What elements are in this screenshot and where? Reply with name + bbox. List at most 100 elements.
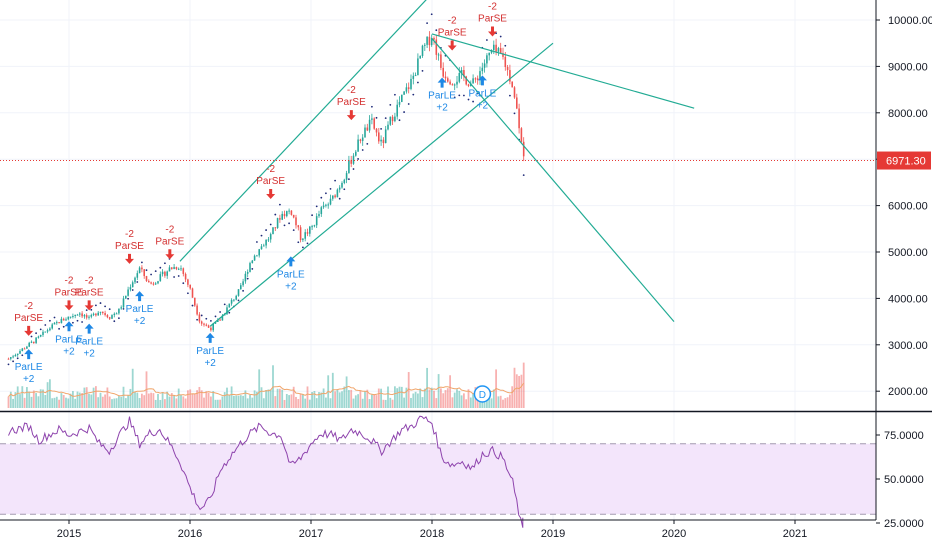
sar-dot (196, 318, 199, 321)
volume-bar (479, 399, 481, 408)
trendline-0 (179, 0, 427, 262)
candle-body (253, 255, 256, 261)
candle-body (520, 128, 523, 142)
volume-bar (83, 387, 86, 408)
candle-body (299, 227, 302, 241)
volume-bar (239, 395, 242, 408)
candle-body (378, 132, 380, 142)
candle-body (435, 39, 438, 55)
candle-body (235, 295, 237, 300)
volume-bar (281, 389, 284, 408)
volume-bar (9, 391, 12, 408)
sar-dot (311, 214, 313, 217)
time-tick-label-0: 2015 (57, 528, 81, 540)
candle-body (42, 331, 44, 335)
candle-body (242, 281, 244, 286)
volume-bar (285, 393, 288, 408)
volume-bar (380, 388, 382, 408)
sar-dot (398, 119, 401, 122)
volume-bar (72, 391, 74, 408)
volume-bar (357, 394, 359, 408)
buy-signal-qty: +2 (63, 346, 75, 357)
buy-arrow-icon (205, 332, 215, 343)
sar-dot (39, 328, 42, 331)
sar-dot (292, 229, 295, 232)
candle-body (10, 357, 12, 359)
sar-dot (205, 317, 208, 320)
volume-bar (440, 388, 442, 408)
sar-dot (463, 94, 465, 97)
candle-body (263, 245, 265, 247)
buy-arrow-icon (437, 77, 447, 88)
sell-signal-label: ParSE (256, 176, 285, 187)
volume-bar (32, 390, 35, 408)
buy-signal-qty: +2 (477, 100, 489, 111)
candle-body (511, 81, 513, 88)
candle-body (161, 271, 164, 275)
sar-dot (113, 320, 116, 323)
candle-body (334, 195, 336, 198)
candle-body (483, 63, 486, 68)
volume-bar (444, 390, 447, 408)
volume-bar (313, 391, 316, 408)
candle-body (95, 313, 97, 316)
candle-body (256, 255, 258, 257)
volume-bar (136, 392, 139, 408)
price-tick-label-1: 9000.00 (888, 61, 928, 73)
candle-body (157, 281, 159, 284)
candle-body (509, 70, 511, 82)
buy-arrow-icon (24, 349, 34, 360)
volume-bar (410, 397, 412, 408)
volume-bar (387, 386, 389, 408)
candle-body (407, 87, 410, 89)
candle-body (230, 299, 233, 304)
candle-body (200, 321, 203, 324)
volume-bars (7, 362, 525, 408)
volume-bar (465, 399, 468, 408)
trendline-1 (209, 42, 554, 327)
sar-dot (173, 276, 176, 278)
volume-bar (511, 386, 514, 408)
volume-bar (502, 399, 504, 408)
sar-dot (228, 311, 231, 314)
candle-body (311, 226, 313, 228)
sar-dot (214, 315, 217, 318)
volume-bar (391, 399, 394, 408)
volume-bar (403, 397, 405, 408)
sar-dot (150, 273, 153, 276)
volume-bar (361, 398, 364, 408)
sar-dot (16, 357, 19, 360)
candle-body (159, 274, 162, 282)
sell-arrow-icon (125, 253, 134, 264)
last-price-label: 6971.30 (0, 151, 931, 170)
sar-dot (12, 360, 15, 363)
trendlines[interactable] (179, 0, 695, 327)
candle-body (210, 327, 212, 331)
volume-bar (274, 396, 277, 408)
candle-body (16, 353, 19, 355)
volume-bar (504, 398, 507, 408)
candle-body (456, 81, 458, 85)
candle-body (458, 73, 461, 82)
volume-bar (269, 389, 272, 408)
volume-bar (433, 390, 435, 408)
volume-bar (159, 399, 162, 408)
volume-bar (67, 398, 70, 408)
candle-body (97, 312, 99, 316)
candle-body (313, 225, 316, 227)
volume-bar (168, 396, 171, 408)
candle-body (332, 195, 334, 199)
candle-body (444, 76, 447, 79)
sar-dot (256, 241, 258, 243)
volume-bar (373, 394, 376, 408)
sar-dot (430, 13, 433, 16)
sell-signal-label: ParSE (14, 313, 43, 324)
candle-body (472, 78, 474, 84)
candle-body (424, 44, 426, 46)
candle-body (104, 313, 106, 316)
candle-body (394, 116, 396, 122)
trendline-2 (431, 33, 695, 109)
volume-bar (7, 396, 10, 408)
